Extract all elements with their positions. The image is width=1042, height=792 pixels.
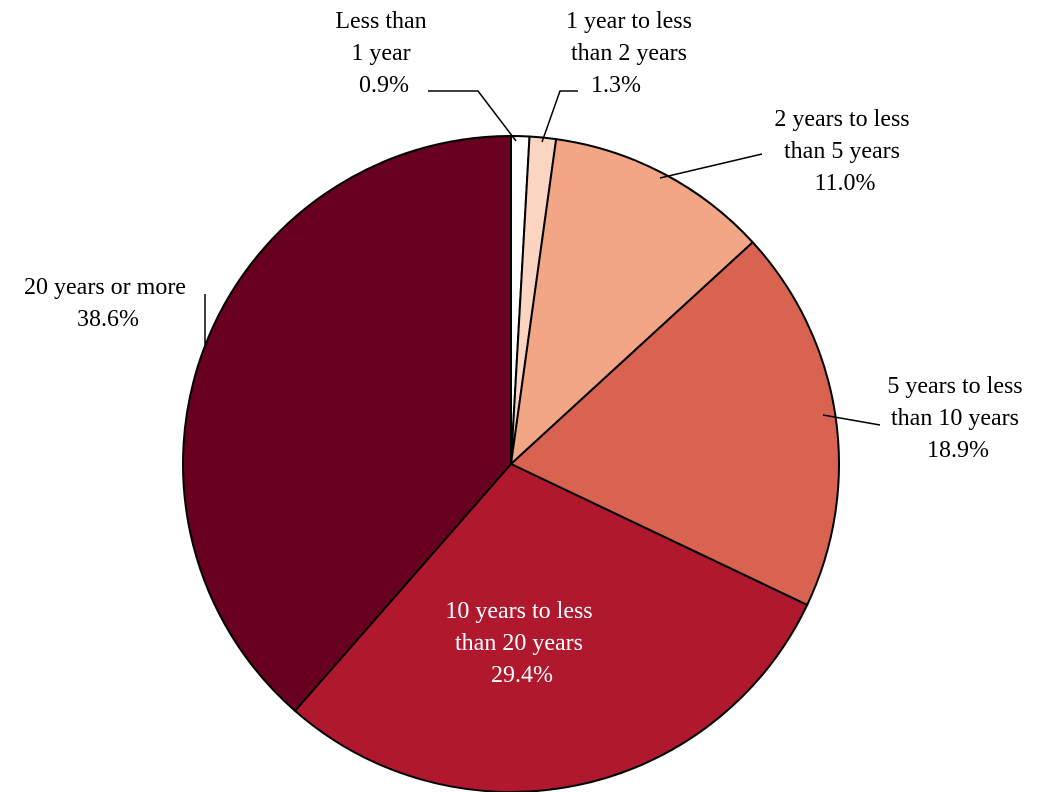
slice-label-5-to-10-years: 5 years to less than 10 years 18.9% <box>887 373 1028 463</box>
slice-labels: Less than 1 year 0.9% 1 year to less tha… <box>24 8 1028 688</box>
slice-label-1-to-2-years: 1 year to less than 2 years 1.3% <box>566 8 698 98</box>
pie-slice-5 <box>182 134 512 713</box>
leader-line-2-to-5-years <box>659 153 763 179</box>
leader-line-less-than-1-year <box>428 90 517 142</box>
pie-slice-4 <box>293 462 809 792</box>
leader-line-1-to-2-years <box>541 90 578 143</box>
pie-slice-3 <box>509 240 840 607</box>
leader-line-5-to-10-years <box>822 414 881 426</box>
slice-label-2-to-5-years: 2 years to less than 5 years 11.0% <box>774 106 915 196</box>
pie-slices <box>182 134 840 792</box>
pie-slice-2 <box>509 137 755 467</box>
leader-lines <box>204 90 881 426</box>
slice-label-less-than-1-year: Less than 1 year 0.9% <box>335 8 432 98</box>
slice-label-10-to-20-years: 10 years to less than 20 years 29.4% <box>445 598 598 688</box>
slice-label-20-plus-years: 20 years or more 38.6% <box>24 274 192 332</box>
